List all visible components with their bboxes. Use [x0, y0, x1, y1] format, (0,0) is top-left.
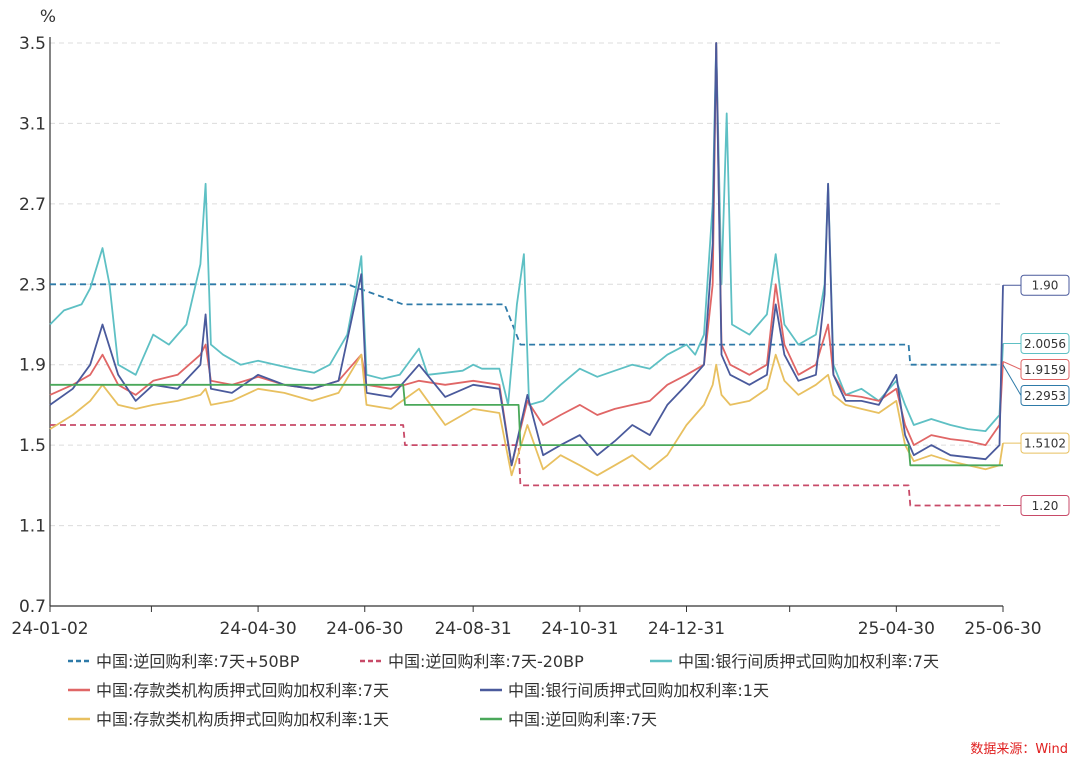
- legend: 中国:逆回购利率:7天+50BP 中国:逆回购利率:7天-20BP 中国:银行间质押…: [68, 652, 939, 729]
- end-label-box: [1020, 332, 1070, 354]
- y-tick-label: 1.9: [19, 356, 46, 376]
- y-tick-label: 3.1: [19, 114, 46, 134]
- series-lines: [49, 42, 1004, 507]
- legend-label-7: 中国:逆回购利率:7天: [508, 710, 657, 729]
- legend-label-1: 中国:逆回购利率:7天+50BP: [96, 652, 300, 671]
- x-tick-label: 24-10-31: [541, 619, 618, 639]
- legend-label-5: 中国:银行间质押式回购加权利率:1天: [508, 681, 769, 700]
- x-tick-label: 24-12-31: [648, 619, 725, 639]
- y-tick-label: 2.3: [19, 275, 46, 295]
- legend-label-2: 中国:逆回购利率:7天-20BP: [388, 652, 584, 671]
- series-line-6: [49, 353, 1004, 477]
- end-label-value: 1.5102: [1024, 437, 1066, 451]
- end-label-value: 2.2953: [1024, 389, 1066, 403]
- x-tick-label: 24-06-30: [326, 619, 403, 639]
- y-unit-label: %: [40, 7, 56, 27]
- y-tick-label: 3.5: [19, 34, 46, 54]
- y-tick-label: 1.5: [19, 436, 46, 456]
- y-tick-label: 0.7: [19, 597, 46, 617]
- end-label-box: [1020, 384, 1070, 406]
- x-tick-label: 24-08-31: [435, 619, 512, 639]
- y-tick-label: 2.7: [19, 195, 46, 215]
- x-axis: 24-01-02 24-04-30 24-06-30 24-08-31 24-10-31…: [11, 605, 1042, 639]
- series-line-2: [50, 424, 1003, 507]
- end-label-leader: [1002, 364, 1022, 396]
- legend-label-4: 中国:存款类机构质押式回购加权利率:7天: [96, 681, 389, 700]
- end-label-box: [1020, 274, 1070, 296]
- series-line-5: [49, 42, 1004, 467]
- x-tick-label: 25-06-30: [964, 619, 1041, 639]
- end-label-value: 1.20: [1032, 499, 1059, 513]
- x-tick-label: 24-01-02: [11, 619, 88, 639]
- end-value-labels: 1.90 2.0056 1.9159 2.2953 1.5102 1.20: [1002, 274, 1070, 516]
- legend-label-6: 中国:存款类机构质押式回购加权利率:1天: [96, 710, 389, 729]
- end-label-leader: [1002, 361, 1022, 370]
- end-label-box: [1020, 358, 1070, 380]
- end-label-value: 1.90: [1032, 279, 1059, 293]
- y-tick-label: 1.1: [19, 517, 46, 537]
- x-tick-label: 24-04-30: [220, 619, 297, 639]
- y-axis: % 3.5 3.1 2.7 2.3 1.9 1.5 1.1 0.7: [19, 7, 56, 617]
- end-label-box: [1020, 432, 1070, 454]
- series-line-7: [50, 383, 1003, 467]
- legend-label-3: 中国:银行间质押式回购加权利率:7天: [678, 652, 939, 671]
- end-label-value: 1.9159: [1024, 363, 1066, 377]
- source-note: 数据来源：Wind: [970, 742, 1068, 757]
- end-label-value: 2.0056: [1024, 337, 1066, 351]
- end-label-box: [1020, 494, 1070, 516]
- series-line-1: [50, 283, 1003, 366]
- x-tick-label: 25-04-30: [858, 619, 935, 639]
